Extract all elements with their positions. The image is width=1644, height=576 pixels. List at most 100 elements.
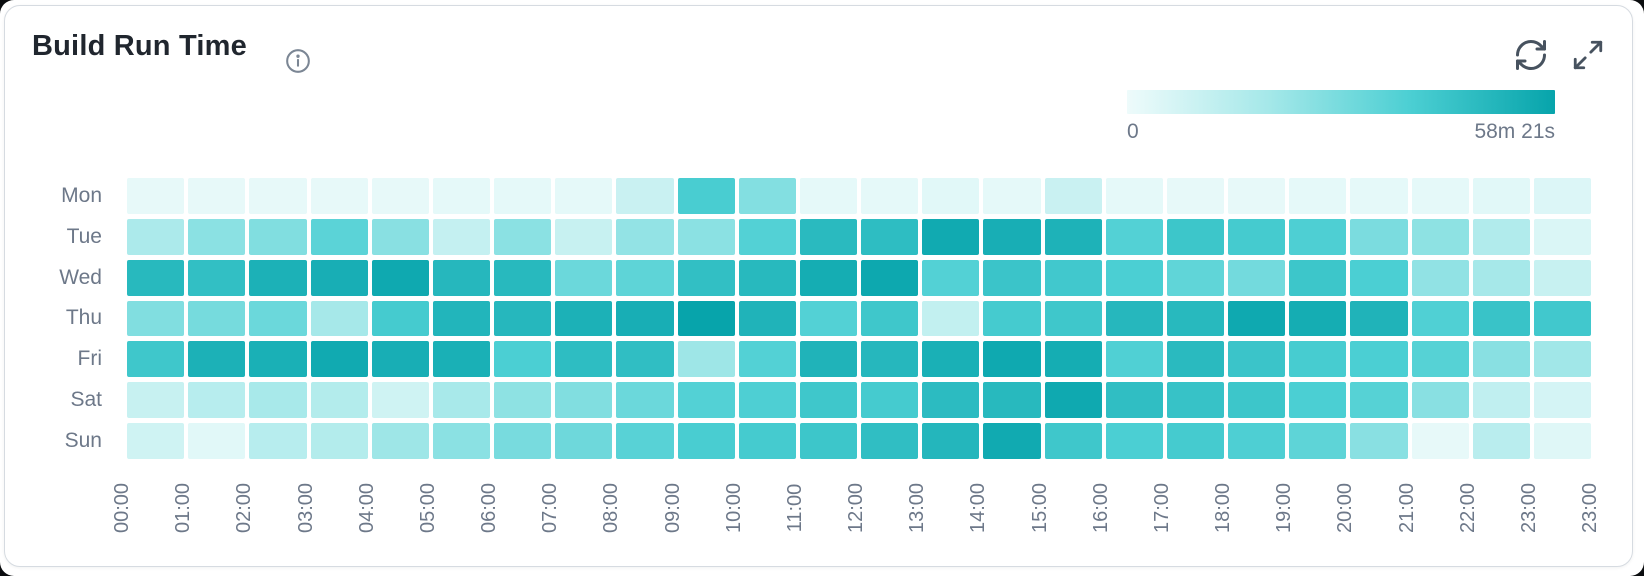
heatmap-cell[interactable] xyxy=(1533,382,1591,419)
heatmap-cell[interactable] xyxy=(432,300,490,337)
heatmap-cell[interactable] xyxy=(188,423,246,459)
heatmap-cell[interactable] xyxy=(799,178,857,214)
heatmap-cell[interactable] xyxy=(1044,382,1102,419)
heatmap-cell[interactable] xyxy=(432,218,490,255)
heatmap-cell[interactable] xyxy=(1411,423,1469,459)
info-icon[interactable] xyxy=(285,48,311,74)
heatmap-cell[interactable] xyxy=(432,178,490,214)
heatmap-cell[interactable] xyxy=(1105,382,1163,419)
heatmap-cell[interactable] xyxy=(677,423,735,459)
heatmap-cell[interactable] xyxy=(616,382,674,419)
heatmap-cell[interactable] xyxy=(1533,341,1591,378)
heatmap-cell[interactable] xyxy=(555,300,613,337)
heatmap-cell[interactable] xyxy=(861,341,919,378)
heatmap-cell[interactable] xyxy=(677,178,735,214)
heatmap-cell[interactable] xyxy=(188,341,246,378)
heatmap-cell[interactable] xyxy=(555,341,613,378)
heatmap-cell[interactable] xyxy=(738,382,796,419)
heatmap-cell[interactable] xyxy=(799,423,857,459)
heatmap-cell[interactable] xyxy=(922,341,980,378)
heatmap-cell[interactable] xyxy=(310,382,368,419)
heatmap-cell[interactable] xyxy=(1044,218,1102,255)
heatmap-cell[interactable] xyxy=(1411,382,1469,419)
heatmap-cell[interactable] xyxy=(983,423,1041,459)
heatmap-cell[interactable] xyxy=(1472,218,1530,255)
heatmap-cell[interactable] xyxy=(1350,423,1408,459)
heatmap-cell[interactable] xyxy=(1105,300,1163,337)
heatmap-cell[interactable] xyxy=(1472,178,1530,214)
heatmap-cell[interactable] xyxy=(922,300,980,337)
heatmap-cell[interactable] xyxy=(188,178,246,214)
heatmap-cell[interactable] xyxy=(799,341,857,378)
heatmap-cell[interactable] xyxy=(861,178,919,214)
heatmap-cell[interactable] xyxy=(616,259,674,296)
heatmap-cell[interactable] xyxy=(249,341,307,378)
heatmap-cell[interactable] xyxy=(799,259,857,296)
heatmap-cell[interactable] xyxy=(1350,382,1408,419)
heatmap-cell[interactable] xyxy=(983,382,1041,419)
heatmap-cell[interactable] xyxy=(310,300,368,337)
heatmap-cell[interactable] xyxy=(1044,341,1102,378)
heatmap-cell[interactable] xyxy=(983,178,1041,214)
heatmap-cell[interactable] xyxy=(861,423,919,459)
heatmap-cell[interactable] xyxy=(432,259,490,296)
heatmap-cell[interactable] xyxy=(555,382,613,419)
heatmap-cell[interactable] xyxy=(371,341,429,378)
heatmap-cell[interactable] xyxy=(1166,259,1224,296)
heatmap-cell[interactable] xyxy=(249,259,307,296)
expand-button[interactable] xyxy=(1571,37,1607,73)
heatmap-cell[interactable] xyxy=(922,259,980,296)
heatmap-cell[interactable] xyxy=(1166,300,1224,337)
heatmap-cell[interactable] xyxy=(616,300,674,337)
heatmap-cell[interactable] xyxy=(555,218,613,255)
heatmap-cell[interactable] xyxy=(922,218,980,255)
heatmap-cell[interactable] xyxy=(1411,178,1469,214)
heatmap-cell[interactable] xyxy=(1228,259,1286,296)
heatmap-cell[interactable] xyxy=(1533,218,1591,255)
heatmap-cell[interactable] xyxy=(188,218,246,255)
heatmap-cell[interactable] xyxy=(494,259,552,296)
heatmap-cell[interactable] xyxy=(1350,300,1408,337)
heatmap-cell[interactable] xyxy=(1533,300,1591,337)
heatmap-cell[interactable] xyxy=(310,341,368,378)
heatmap-cell[interactable] xyxy=(249,300,307,337)
heatmap-cell[interactable] xyxy=(127,341,185,378)
heatmap-cell[interactable] xyxy=(1166,382,1224,419)
heatmap-cell[interactable] xyxy=(432,382,490,419)
heatmap-cell[interactable] xyxy=(1350,218,1408,255)
heatmap-cell[interactable] xyxy=(249,178,307,214)
heatmap-cell[interactable] xyxy=(738,178,796,214)
heatmap-cell[interactable] xyxy=(616,341,674,378)
heatmap-cell[interactable] xyxy=(677,259,735,296)
heatmap-cell[interactable] xyxy=(1044,259,1102,296)
heatmap-cell[interactable] xyxy=(371,300,429,337)
heatmap-cell[interactable] xyxy=(494,300,552,337)
heatmap-cell[interactable] xyxy=(1350,341,1408,378)
heatmap-cell[interactable] xyxy=(1166,341,1224,378)
heatmap-cell[interactable] xyxy=(1533,178,1591,214)
refresh-button[interactable] xyxy=(1513,37,1549,73)
heatmap-cell[interactable] xyxy=(1044,178,1102,214)
heatmap-cell[interactable] xyxy=(127,423,185,459)
heatmap-cell[interactable] xyxy=(555,423,613,459)
heatmap-cell[interactable] xyxy=(371,259,429,296)
heatmap-cell[interactable] xyxy=(861,218,919,255)
heatmap-cell[interactable] xyxy=(371,382,429,419)
heatmap-cell[interactable] xyxy=(1411,218,1469,255)
heatmap-cell[interactable] xyxy=(494,178,552,214)
heatmap-cell[interactable] xyxy=(432,341,490,378)
heatmap-cell[interactable] xyxy=(738,300,796,337)
heatmap-cell[interactable] xyxy=(922,382,980,419)
heatmap-cell[interactable] xyxy=(127,300,185,337)
heatmap-cell[interactable] xyxy=(371,178,429,214)
heatmap-cell[interactable] xyxy=(738,218,796,255)
heatmap-cell[interactable] xyxy=(1228,178,1286,214)
heatmap-cell[interactable] xyxy=(1289,259,1347,296)
heatmap-cell[interactable] xyxy=(1105,218,1163,255)
heatmap-cell[interactable] xyxy=(249,218,307,255)
heatmap-cell[interactable] xyxy=(310,259,368,296)
heatmap-cell[interactable] xyxy=(1533,423,1591,459)
heatmap-cell[interactable] xyxy=(371,218,429,255)
heatmap-cell[interactable] xyxy=(1472,259,1530,296)
heatmap-cell[interactable] xyxy=(677,341,735,378)
